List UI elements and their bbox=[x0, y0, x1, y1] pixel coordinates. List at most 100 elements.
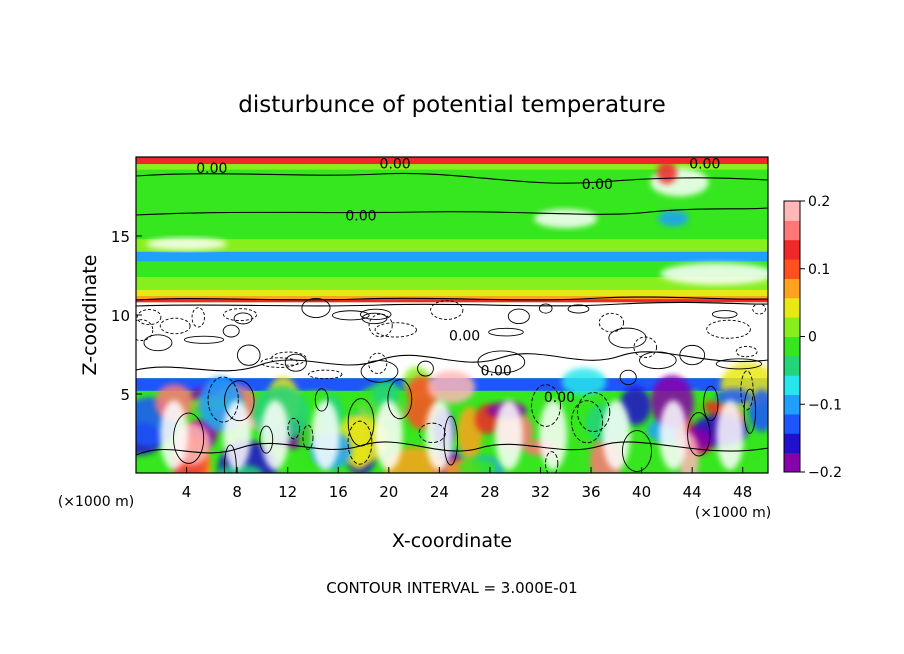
contour-loop bbox=[418, 422, 446, 444]
contour-loop bbox=[173, 412, 205, 464]
colorbar-segment bbox=[784, 413, 800, 434]
contour-loop bbox=[488, 327, 524, 337]
field-patch bbox=[146, 237, 228, 251]
plot-area bbox=[136, 157, 768, 473]
colorbar-segment bbox=[784, 355, 800, 376]
contour-label-group: 0.00 0.00 0.00 0.00 0.00 0.00 0.00 0.00 bbox=[196, 156, 720, 406]
contour-interval-note: CONTOUR INTERVAL = 3.000E-01 bbox=[326, 579, 577, 597]
contour-loop bbox=[347, 420, 373, 465]
contour-loop bbox=[633, 336, 658, 359]
contour-loop bbox=[360, 360, 399, 383]
x-unit-right: (×1000 m) bbox=[695, 505, 771, 521]
contour-loop bbox=[430, 300, 464, 320]
y-tick-label: 5 bbox=[120, 386, 130, 404]
contour-line bbox=[136, 301, 768, 307]
colorbar-tick-label: −0.1 bbox=[808, 397, 842, 413]
field-band bbox=[136, 289, 768, 297]
contour-loop bbox=[507, 308, 530, 325]
field-patch bbox=[311, 400, 340, 470]
contour-label: 0.00 bbox=[689, 156, 720, 172]
x-tick-label: 12 bbox=[278, 483, 297, 501]
field-patch bbox=[658, 210, 689, 227]
contour-loop bbox=[260, 357, 299, 368]
field-band bbox=[136, 239, 768, 252]
contour-loop bbox=[752, 303, 766, 315]
contour-loop bbox=[545, 451, 559, 473]
colorbar-segment bbox=[784, 336, 800, 357]
x-tick-label: 32 bbox=[531, 483, 550, 501]
chart-title: disturbunce of potential temperature bbox=[238, 92, 666, 118]
field-patch bbox=[748, 389, 768, 432]
contour-loop bbox=[308, 369, 343, 380]
contour-loop bbox=[743, 388, 757, 434]
field-patch bbox=[659, 400, 688, 470]
contour-loop bbox=[715, 358, 763, 370]
contour-loop bbox=[577, 392, 611, 432]
contour-label: 0.00 bbox=[380, 156, 411, 172]
field-patch bbox=[223, 400, 252, 470]
colorbar-tick-label: −0.2 bbox=[808, 465, 842, 481]
contour-loop bbox=[687, 412, 711, 457]
colorbar-segment bbox=[784, 317, 800, 337]
contour-loop bbox=[368, 352, 388, 374]
contour-loop bbox=[301, 298, 331, 318]
field-patch bbox=[602, 400, 631, 470]
contour-loop bbox=[608, 327, 647, 349]
field-patch bbox=[427, 370, 476, 404]
colorbar-segment bbox=[784, 201, 800, 221]
contour-loop bbox=[387, 379, 413, 420]
colorbar-segment bbox=[784, 452, 800, 473]
contour-loop bbox=[538, 303, 553, 314]
contour-loop bbox=[302, 424, 314, 450]
contour-loop bbox=[143, 334, 173, 352]
contour-loop bbox=[314, 388, 329, 412]
contour-line bbox=[136, 207, 768, 216]
field-band bbox=[136, 296, 768, 300]
contour-loop bbox=[711, 310, 738, 319]
contour-loop bbox=[222, 324, 240, 338]
field-patch bbox=[261, 400, 289, 470]
contour-loop bbox=[735, 345, 758, 358]
contour-loop bbox=[183, 335, 225, 344]
x-tick-label: 36 bbox=[581, 483, 600, 501]
contour-loop bbox=[136, 309, 162, 326]
contour-loop bbox=[417, 360, 434, 377]
contour-loop bbox=[443, 415, 459, 466]
contour-loop bbox=[136, 319, 154, 342]
contour-loop bbox=[259, 425, 274, 454]
field-patch bbox=[425, 400, 454, 470]
y-axis-label: Z-coordinate bbox=[79, 255, 101, 376]
x-tick-label: 4 bbox=[182, 483, 192, 501]
contour-loop bbox=[287, 417, 300, 440]
contour-loop bbox=[223, 308, 258, 322]
field-patch bbox=[539, 400, 568, 470]
x-axis-label: X-coordinate bbox=[392, 530, 512, 552]
colorbar-tick-label: 0.2 bbox=[808, 194, 830, 210]
contour-loop bbox=[284, 353, 307, 372]
contour-loop bbox=[706, 319, 751, 339]
field-patch bbox=[534, 209, 598, 229]
contour-loop bbox=[191, 307, 205, 328]
contour-line bbox=[136, 172, 768, 184]
contour-loop bbox=[740, 370, 754, 411]
contour-lines bbox=[136, 172, 768, 473]
x-tick-label: 16 bbox=[329, 483, 348, 501]
field-patch bbox=[660, 262, 768, 285]
field-patch bbox=[656, 161, 677, 184]
contour-line bbox=[136, 351, 768, 372]
x-tick-label: 20 bbox=[379, 483, 398, 501]
field-patch bbox=[372, 380, 400, 409]
x-axis-ticks: 4 8 12 16 20 24 28 32 36 40 44 48 bbox=[182, 467, 752, 501]
x-tick-label: 44 bbox=[683, 483, 702, 501]
colorbar-segment bbox=[784, 220, 800, 241]
field-patch bbox=[458, 458, 497, 473]
contour-loop bbox=[619, 369, 637, 386]
colorbar-segment bbox=[784, 394, 800, 415]
contour-loop bbox=[639, 351, 677, 370]
colorbar-tick-label: 0.1 bbox=[808, 262, 830, 278]
field-patch bbox=[494, 400, 523, 470]
contour-loop bbox=[477, 350, 526, 374]
field-band bbox=[136, 157, 768, 165]
colorbar-ticks: 0.2 0.1 0 −0.1 −0.2 bbox=[800, 194, 842, 481]
